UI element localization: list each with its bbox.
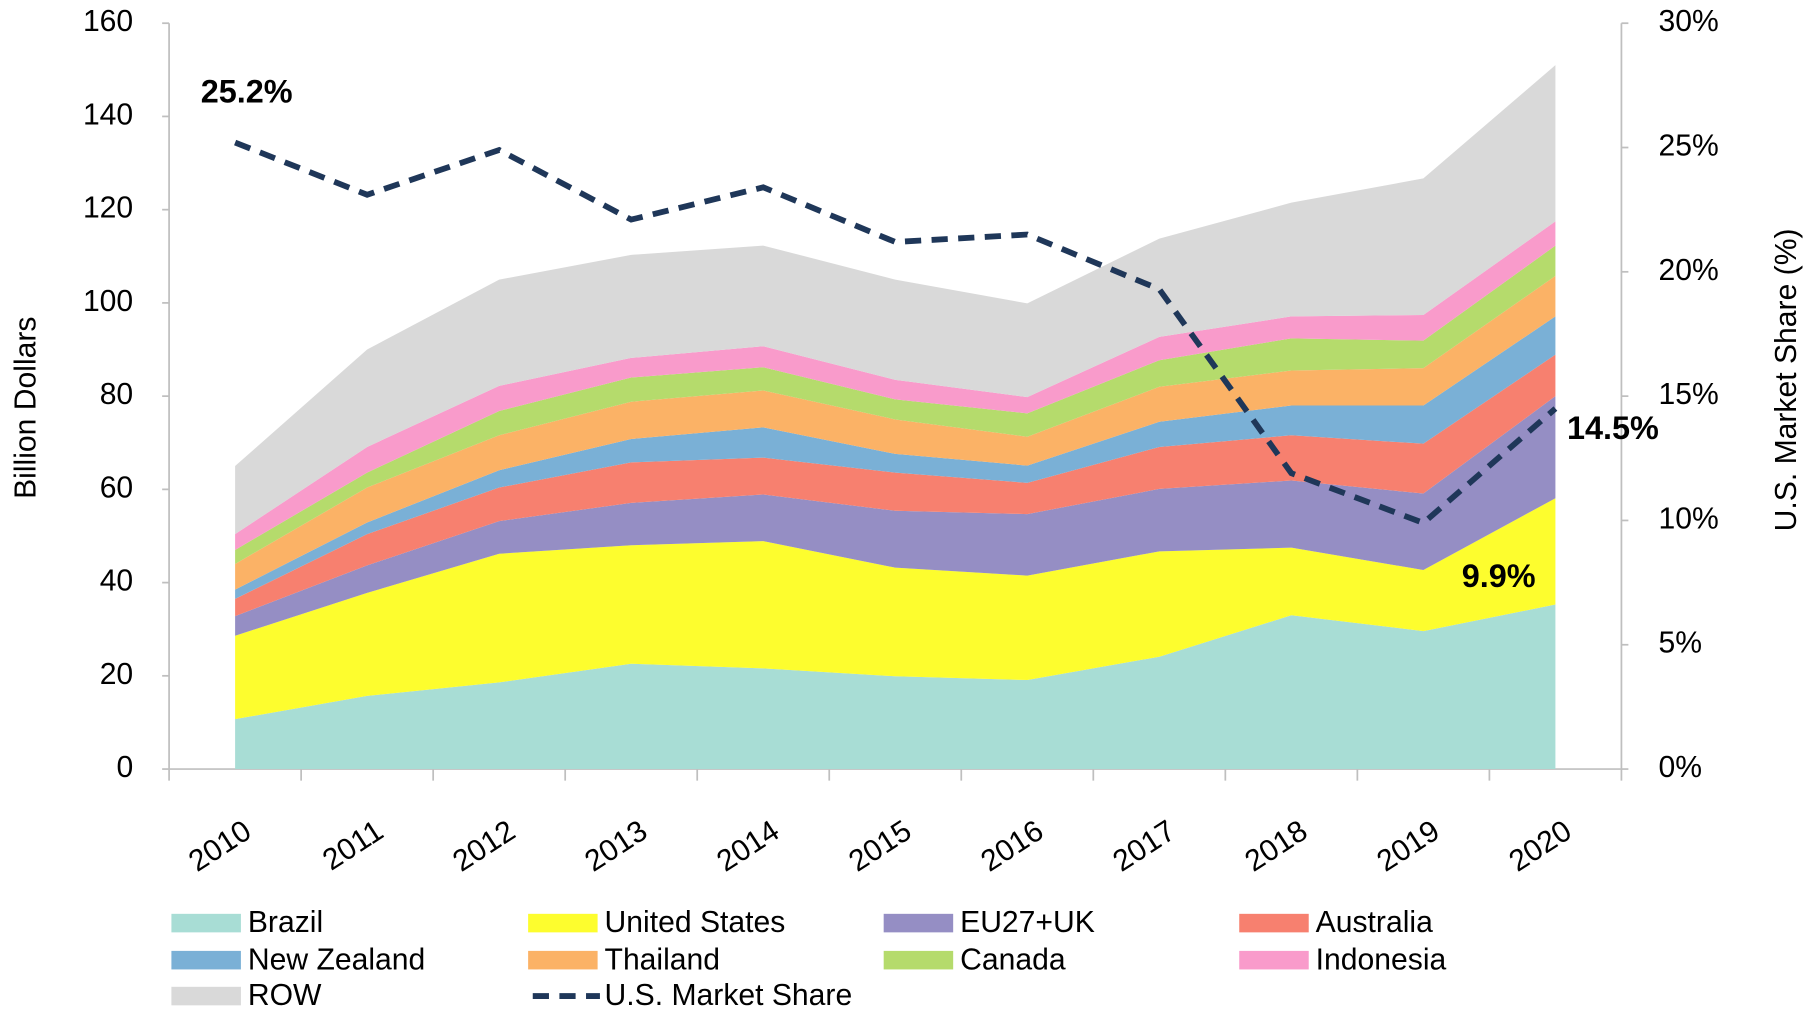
area (235, 498, 1556, 720)
area (235, 65, 1556, 535)
data-label: 14.5% (1567, 410, 1659, 446)
x-tick-label: 2010 (183, 814, 257, 878)
data-label: 25.2% (201, 73, 293, 109)
y-tick-label: 60 (100, 471, 134, 504)
y2-tick-label: 15% (1658, 378, 1718, 411)
area (235, 354, 1556, 617)
y-tick-label: 120 (83, 192, 133, 225)
legend-label: Australia (1316, 906, 1433, 939)
legend-label: Indonesia (1316, 943, 1447, 976)
y2-tick-label: 25% (1658, 129, 1718, 162)
y-tick-label: 20 (100, 658, 134, 691)
x-tick-label: 2015 (843, 814, 917, 878)
legend-swatch (171, 986, 241, 1006)
y2-tick-label: 30% (1658, 5, 1718, 38)
x-tick-label: 2019 (1371, 814, 1445, 878)
y-tick-label: 40 (100, 565, 134, 598)
legend-label: Thailand (605, 943, 721, 976)
y-tick-label: 0 (116, 751, 133, 784)
area (235, 316, 1556, 599)
legend-label: New Zealand (248, 943, 425, 976)
legend-label: Brazil (248, 906, 323, 939)
x-tick-label: 2017 (1107, 814, 1181, 878)
y2-tick-label: 20% (1658, 254, 1718, 287)
legend-label: EU27+UK (960, 906, 1095, 939)
y-tick-label: 160 (83, 5, 133, 38)
area (235, 396, 1556, 636)
legend-label: Canada (960, 943, 1066, 976)
x-tick-label: 2013 (579, 814, 653, 878)
legend-swatch (171, 950, 241, 970)
x-tick-label: 2012 (447, 814, 521, 878)
area (235, 245, 1556, 564)
legend-swatch (883, 950, 954, 970)
x-tick-label: 2016 (975, 814, 1049, 878)
y2-tick-label: 0% (1658, 751, 1702, 784)
legend-swatch (883, 913, 954, 933)
legend-swatch (1239, 913, 1309, 933)
legend-swatch (171, 913, 241, 933)
area (235, 221, 1556, 550)
x-tick-label: 2011 (317, 814, 389, 877)
y-tick-label: 80 (100, 378, 134, 411)
y2-tick-label: 5% (1658, 627, 1702, 660)
legend-label: U.S. Market Share (605, 979, 853, 1010)
y-tick-label: 100 (83, 285, 133, 318)
x-tick-label: 2020 (1503, 814, 1577, 878)
legend-swatch (1239, 950, 1309, 970)
x-tick-label: 2014 (711, 814, 785, 878)
line (234, 139, 1558, 527)
legend-swatch (528, 913, 598, 933)
y-tick-label: 140 (83, 98, 133, 131)
y2-tick-label: 10% (1658, 502, 1718, 535)
area (235, 604, 1556, 770)
legend-label: ROW (248, 979, 322, 1010)
area (235, 275, 1556, 590)
y2-axis-label: U.S. Market Share (%) (1770, 228, 1803, 531)
legend-label: United States (605, 906, 786, 939)
y-axis-label: Billion Dollars (10, 317, 43, 499)
x-tick-label: 2018 (1239, 814, 1313, 878)
legend-swatch (528, 950, 598, 970)
data-label: 9.9% (1462, 558, 1536, 594)
